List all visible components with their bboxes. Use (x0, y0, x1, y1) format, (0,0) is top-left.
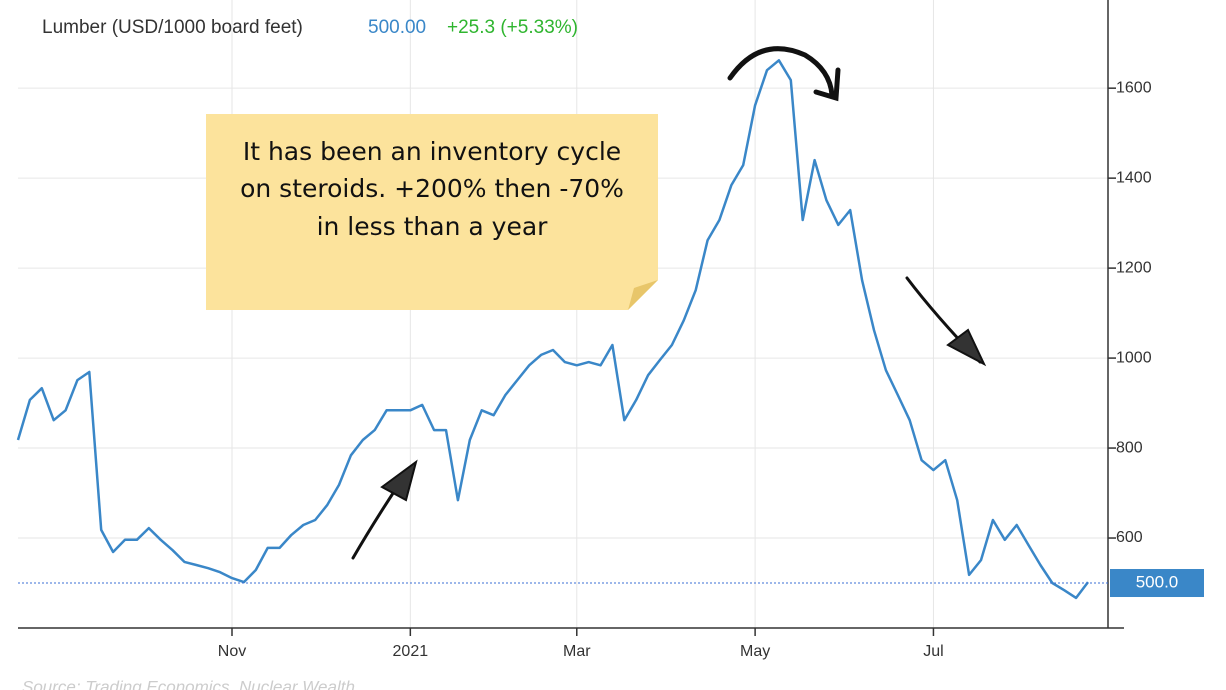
y-tick-label: 1200 (1116, 259, 1152, 276)
last-price: 500.00 (368, 17, 426, 38)
grid (18, 0, 1108, 628)
x-tick-label: 2021 (393, 643, 429, 660)
price-change: +25.3 (+5.33%) (447, 17, 578, 38)
arrow-top (727, 46, 835, 98)
arrowhead (813, 67, 841, 102)
y-tick-label: 800 (1116, 439, 1143, 456)
y-tick-label: 1000 (1116, 349, 1152, 366)
note-line: on steroids. +200% then -70% (240, 174, 624, 203)
x-tick-label: Nov (218, 643, 246, 660)
plot (16, 59, 1089, 600)
sticky-note: It has been an inventory cycle on steroi… (206, 114, 658, 310)
price-tag (1110, 569, 1204, 598)
x-tick-label: May (740, 643, 770, 660)
arrowhead (946, 328, 987, 367)
y-tick-label: 1600 (1116, 79, 1152, 96)
annotations (351, 46, 987, 560)
arrowhead (380, 459, 418, 502)
note-fold (628, 280, 658, 310)
source: Source: Trading Economics, Nuclear Wealt… (22, 677, 355, 690)
note-line: in less than a year (317, 212, 549, 241)
y-tick-label: 1400 (1116, 169, 1152, 186)
chart-title: Lumber (USD/1000 board feet) (42, 17, 303, 38)
price-line (16, 59, 1089, 600)
note-line: It has been an inventory cycle (243, 137, 621, 166)
y-tick-label: 600 (1116, 529, 1143, 546)
price-tag-label: 500.0 (1136, 572, 1179, 591)
note-paper (206, 114, 658, 310)
x-tick-label: Mar (563, 643, 591, 660)
x-tick-label: Jul (923, 643, 943, 660)
